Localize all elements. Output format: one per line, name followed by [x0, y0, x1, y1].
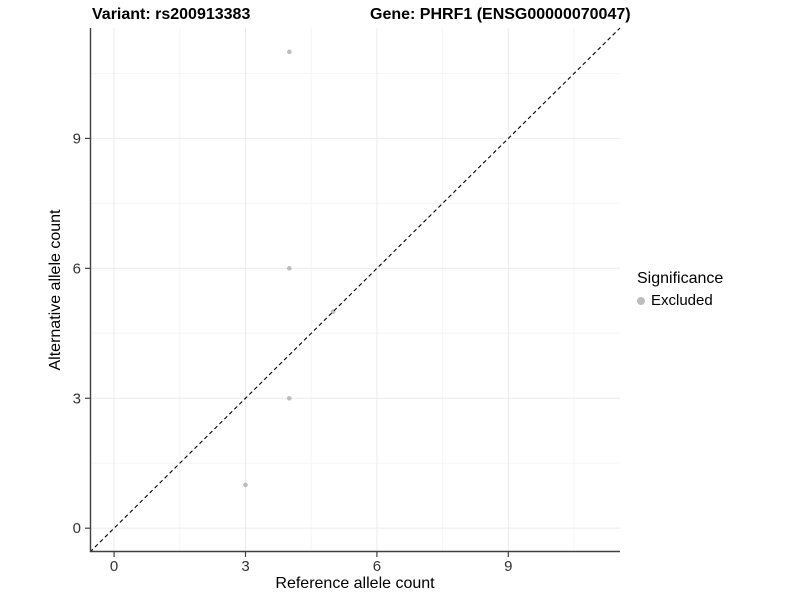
- data-point: [286, 49, 292, 55]
- y-tick-label: 9: [73, 130, 81, 147]
- data-point: [286, 266, 292, 271]
- y-tick-label: 3: [73, 390, 81, 407]
- identity-reference-line: [89, 27, 621, 553]
- legend-item-label: Excluded: [651, 292, 713, 309]
- x-tick-label: 3: [241, 558, 249, 575]
- y-tick-label: 0: [73, 520, 81, 537]
- x-tick-label: 6: [373, 558, 381, 575]
- y-tick-label: 6: [73, 260, 81, 277]
- x-tick-label: 0: [110, 558, 118, 575]
- y-axis-title: Alternative allele count: [47, 209, 64, 371]
- legend-point-icon: [637, 296, 645, 305]
- x-tick-label: 9: [504, 558, 512, 575]
- plot-panel: 0 3 6 9 0 3 6 9: [73, 27, 621, 575]
- legend-title: Significance: [637, 270, 724, 287]
- legend: Significance Excluded: [637, 270, 723, 309]
- data-point: [243, 482, 248, 488]
- legend-item-excluded: Excluded: [637, 292, 723, 309]
- x-axis-title: Reference allele count: [275, 575, 435, 592]
- plot-title-variant: Variant: rs200913383: [92, 6, 251, 23]
- data-point: [286, 395, 292, 401]
- plot-title-gene: Gene: PHRF1 (ENSG00000070047): [370, 6, 631, 23]
